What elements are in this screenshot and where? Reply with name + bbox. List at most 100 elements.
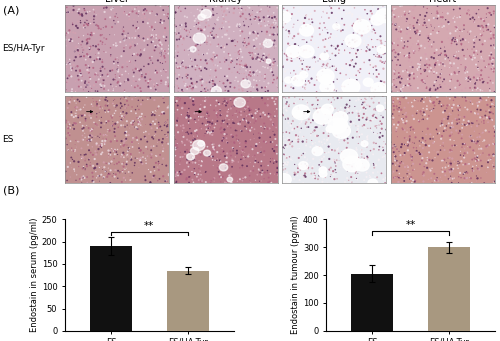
Point: [290, 86, 298, 91]
Point: [296, 63, 304, 69]
Point: [328, 51, 336, 56]
Point: [370, 89, 378, 95]
Point: [280, 143, 287, 148]
Point: [458, 42, 466, 48]
Point: [428, 55, 436, 60]
Point: [192, 16, 200, 21]
Point: [296, 48, 304, 54]
Point: [406, 152, 414, 158]
Point: [149, 119, 157, 124]
Point: [468, 166, 476, 171]
Point: [480, 17, 488, 22]
Point: [204, 110, 212, 116]
Point: [348, 165, 356, 170]
Point: [86, 136, 94, 142]
Point: [182, 24, 190, 29]
Point: [430, 55, 438, 61]
Point: [244, 114, 252, 119]
Point: [440, 24, 448, 29]
Point: [280, 43, 288, 48]
Point: [341, 179, 349, 185]
Point: [484, 21, 492, 27]
Point: [135, 119, 143, 124]
Point: [377, 38, 385, 44]
Point: [394, 96, 402, 101]
Point: [430, 147, 438, 153]
Point: [106, 171, 114, 177]
Point: [62, 56, 70, 61]
Point: [446, 53, 454, 58]
Point: [354, 155, 362, 161]
Point: [363, 89, 371, 95]
Point: [341, 160, 349, 165]
Point: [282, 55, 290, 60]
Point: [374, 131, 382, 136]
Point: [194, 143, 202, 148]
Point: [258, 125, 266, 130]
Point: [236, 51, 244, 57]
Point: [198, 177, 206, 183]
Point: [210, 62, 218, 68]
Point: [134, 52, 141, 57]
Point: [208, 29, 216, 34]
Point: [474, 86, 482, 91]
Point: [196, 67, 204, 72]
Point: [80, 113, 88, 118]
Point: [300, 116, 308, 121]
Point: [298, 152, 306, 158]
Point: [475, 68, 483, 73]
Point: [309, 66, 317, 72]
Point: [306, 132, 314, 138]
Point: [488, 118, 496, 123]
Point: [252, 46, 260, 51]
Point: [398, 117, 406, 122]
Point: [474, 23, 482, 29]
Point: [318, 73, 326, 79]
Point: [346, 124, 354, 129]
Point: [418, 140, 426, 145]
Point: [404, 163, 411, 169]
Point: [460, 35, 468, 41]
Point: [473, 135, 481, 140]
Point: [164, 103, 172, 109]
Point: [242, 16, 250, 22]
Point: [344, 159, 351, 164]
Point: [202, 89, 209, 94]
Point: [468, 133, 475, 139]
Point: [228, 133, 236, 139]
Point: [444, 114, 452, 119]
Point: [172, 179, 180, 184]
Point: [392, 84, 400, 90]
Point: [128, 53, 136, 58]
Point: [236, 121, 244, 127]
Point: [266, 156, 274, 161]
Point: [442, 165, 450, 170]
Point: [411, 29, 419, 34]
Point: [205, 23, 213, 28]
Point: [180, 36, 188, 42]
Point: [487, 43, 495, 48]
Point: [464, 107, 471, 112]
Point: [332, 65, 340, 71]
Point: [270, 32, 278, 37]
Point: [374, 169, 382, 175]
Point: [232, 111, 240, 116]
Point: [62, 32, 70, 38]
Point: [246, 137, 254, 143]
Point: [218, 44, 226, 49]
Point: [364, 158, 372, 163]
Point: [136, 85, 144, 91]
Point: [215, 162, 223, 167]
Point: [490, 164, 498, 169]
Point: [155, 137, 163, 143]
Text: (A): (A): [2, 5, 19, 15]
Point: [108, 123, 116, 129]
Point: [274, 164, 281, 170]
Point: [376, 14, 384, 19]
Point: [159, 148, 167, 154]
Point: [127, 157, 135, 162]
Point: [242, 61, 250, 66]
Point: [472, 140, 480, 146]
Point: [196, 41, 204, 46]
Point: [448, 168, 456, 174]
